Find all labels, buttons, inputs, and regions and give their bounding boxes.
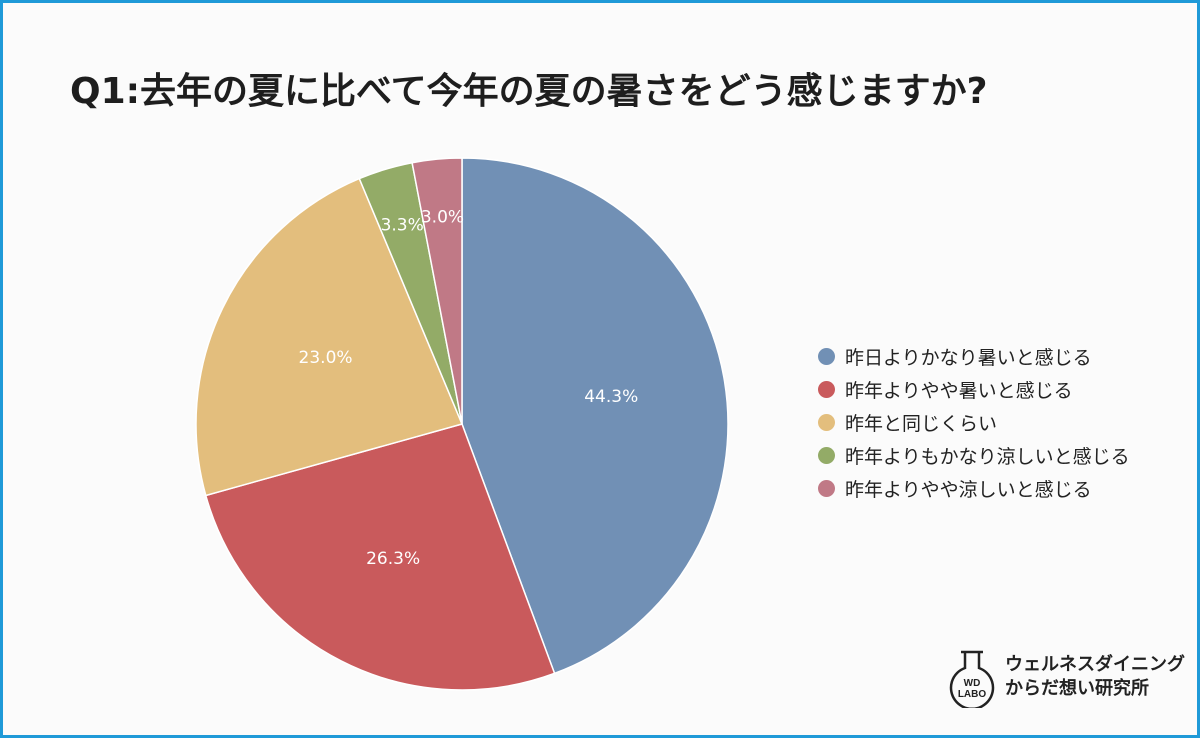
logo-name-line2: からだ想い研究所 (1005, 678, 1149, 699)
slice-value-label: 26.3% (366, 549, 420, 569)
legend-swatch (818, 414, 835, 431)
legend-label: 昨日よりかなり暑いと感じる (845, 347, 1092, 369)
legend-label: 昨年よりもかなり涼しいと感じる (845, 446, 1130, 468)
legend-swatch (818, 381, 835, 398)
legend-label: 昨年よりやや暑いと感じる (845, 380, 1073, 402)
legend-label: 昨年と同じくらい (845, 413, 998, 435)
logo-name-line1: ウェルネスダイニング (1005, 654, 1185, 675)
pie-slice (411, 157, 463, 425)
chart-legend: 昨日よりかなり暑いと感じる 昨年よりやや暑いと感じる 昨年と同じくらい昨年よりもかな… (818, 340, 1130, 505)
wd-labo-logo: WD LABO ウェルネスダイニング からだ想い研究所 (945, 646, 1185, 708)
logo-mark-line1: WD (964, 678, 981, 689)
legend-item: 昨年よりやや涼しいと感じる (818, 472, 1130, 505)
logo-mark-icon: WD LABO (949, 650, 995, 708)
legend-label: 昨年よりやや涼しいと感じる (845, 479, 1092, 501)
legend-swatch (818, 348, 835, 365)
slice-value-label: 3.3% (381, 215, 424, 235)
legend-item: 昨年よりもかなり涼しいと感じる (818, 439, 1130, 472)
legend-item: 昨年よりやや暑いと感じる (818, 373, 1130, 406)
legend-swatch (818, 480, 835, 497)
logo-mark-line2: LABO (958, 689, 987, 700)
chart-title: Q1:去年の夏に比べて今年の夏の暑さをどう感じますか? (70, 71, 988, 112)
pie-slice (204, 423, 556, 691)
slice-value-label: 3.0% (421, 207, 464, 227)
slice-value-label: 23.0% (299, 348, 353, 368)
pie-slice (461, 157, 729, 675)
legend-swatch (818, 447, 835, 464)
pie-slice (195, 177, 464, 497)
legend-item: 昨日よりかなり暑いと感じる (818, 340, 1130, 373)
legend-item: 昨年と同じくらい (818, 406, 1130, 439)
slice-value-label: 44.3% (584, 387, 638, 407)
